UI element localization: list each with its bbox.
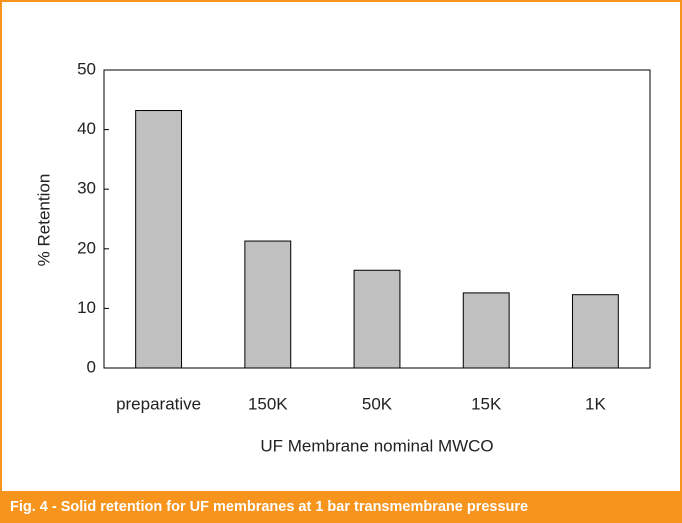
y-tick-label: 0 bbox=[87, 357, 96, 376]
bar bbox=[353, 269, 401, 369]
y-axis-label: % Retention bbox=[34, 174, 53, 267]
y-tick-label: 10 bbox=[77, 298, 96, 317]
y-tick-label: 40 bbox=[77, 119, 96, 138]
y-tick-label: 50 bbox=[77, 59, 96, 78]
x-axis-label: UF Membrane nominal MWCO bbox=[260, 436, 493, 455]
y-tick-label: 30 bbox=[77, 179, 96, 198]
chart: UF Membrane nominal MWCO % Retention 0 10… bbox=[0, 0, 682, 491]
x-tick-label: preparative bbox=[116, 394, 201, 413]
bar bbox=[244, 240, 292, 369]
frame-border bbox=[0, 0, 682, 491]
y-tick-label: 20 bbox=[77, 238, 96, 257]
x-tick-label: 15K bbox=[471, 394, 502, 413]
bar bbox=[571, 294, 619, 369]
bar bbox=[135, 110, 183, 369]
x-tick-label: 1K bbox=[585, 394, 606, 413]
x-tick-label: 50K bbox=[362, 394, 393, 413]
x-tick-label: 150K bbox=[248, 394, 288, 413]
bar bbox=[462, 292, 510, 369]
caption: Fig. 4 - Solid retention for UF membrane… bbox=[0, 491, 682, 523]
